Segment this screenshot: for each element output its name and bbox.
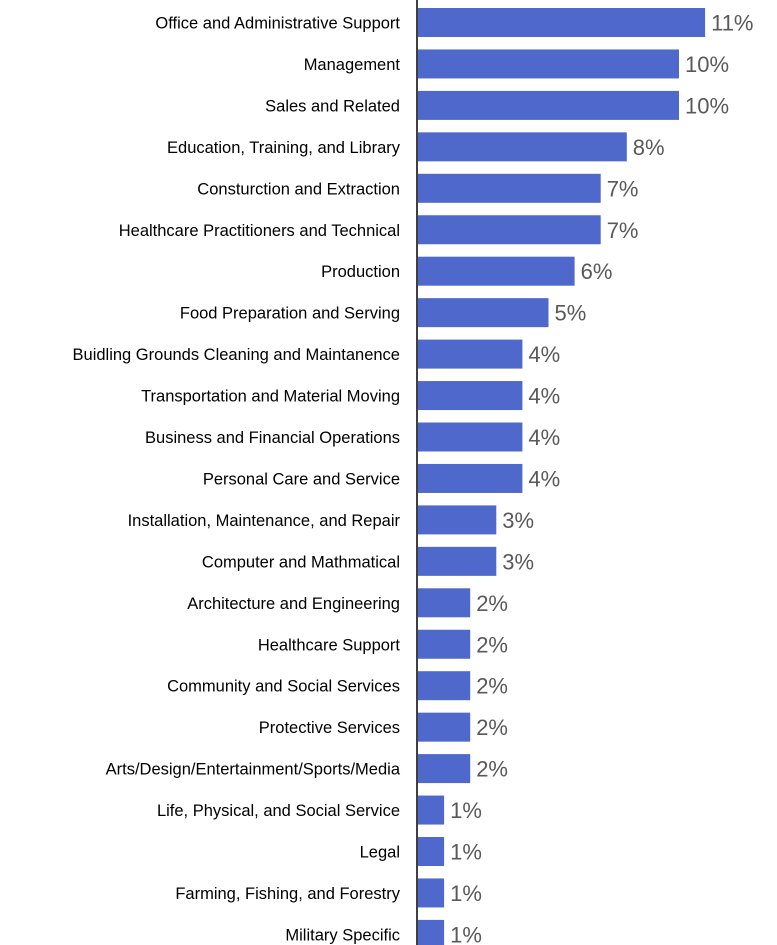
category-label: Management	[304, 56, 401, 74]
value-label: 8%	[633, 135, 665, 160]
value-label: 4%	[528, 342, 560, 367]
category-label: Architecture and Engineering	[187, 595, 400, 613]
value-label: 1%	[450, 798, 482, 823]
category-label: Legal	[360, 844, 400, 862]
bar	[418, 215, 601, 245]
value-label: 7%	[607, 218, 639, 243]
category-label: Food Preparation and Serving	[180, 305, 400, 323]
category-label: Production	[321, 263, 400, 281]
category-labels: Office and Administrative Support Managem…	[73, 15, 401, 945]
value-label: 4%	[528, 425, 560, 450]
category-label: Education, Training, and Library	[167, 139, 401, 157]
value-label: 1%	[450, 922, 482, 945]
value-label: 10%	[685, 93, 729, 118]
category-label: Personal Care and Service	[203, 470, 400, 488]
bar	[418, 49, 679, 79]
bar	[418, 629, 471, 659]
bar	[418, 132, 627, 162]
value-label: 4%	[528, 466, 560, 491]
value-label: 1%	[450, 840, 482, 865]
value-label: 1%	[450, 881, 482, 906]
value-label: 2%	[476, 757, 508, 782]
bar	[418, 256, 575, 286]
value-label: 11%	[711, 11, 753, 36]
category-label: Farming, Fishing, and Forestry	[175, 885, 400, 903]
value-label: 2%	[476, 632, 508, 657]
value-label: 10%	[685, 52, 729, 77]
bar	[418, 422, 523, 452]
category-label: Life, Physical, and Social Service	[157, 802, 400, 820]
category-label: Transportation and Material Moving	[141, 388, 400, 406]
category-label: Installation, Maintenance, and Repair	[128, 512, 401, 530]
bar	[418, 505, 497, 535]
value-label: 2%	[476, 674, 508, 699]
value-label: 5%	[555, 301, 587, 326]
category-label: Computer and Mathmatical	[202, 553, 400, 571]
category-label: Sales and Related	[265, 97, 400, 115]
category-label: Protective Services	[259, 719, 400, 737]
value-label: 6%	[581, 259, 613, 284]
category-label: Consturction and Extraction	[197, 180, 400, 198]
bar	[418, 90, 679, 120]
value-label: 2%	[476, 591, 508, 616]
bar	[418, 878, 445, 908]
value-label: 3%	[502, 549, 534, 574]
bar	[418, 671, 471, 701]
value-label: 4%	[528, 384, 560, 409]
bar	[418, 837, 445, 866]
bar	[418, 298, 549, 328]
category-label: Community and Social Services	[167, 678, 400, 696]
bar	[418, 8, 706, 37]
category-label: Military Specific	[285, 926, 400, 944]
bar	[418, 754, 471, 784]
value-label: 3%	[502, 508, 534, 533]
bar	[418, 712, 471, 742]
bar	[418, 381, 523, 411]
category-label: Business and Financial Operations	[145, 429, 400, 447]
category-label: Healthcare Support	[258, 636, 401, 654]
bar	[418, 463, 523, 493]
value-label: 7%	[607, 176, 639, 201]
bar	[418, 339, 523, 369]
value-labels: 11% 10% 10% 8% 7% 7% 6% 5% 4% 4% 4% 4% 3% 3% 2% 2% 2% 2% 2…	[450, 11, 753, 945]
bars	[418, 8, 706, 945]
bar	[418, 588, 471, 618]
value-label: 2%	[476, 715, 508, 740]
category-label: Arts/Design/Entertainment/Sports/Media	[106, 761, 401, 779]
bar	[418, 919, 445, 945]
category-label: Office and Administrative Support	[155, 15, 400, 33]
category-label: Healthcare Practitioners and Technical	[119, 222, 400, 240]
bar	[418, 173, 601, 203]
bar	[418, 795, 445, 825]
category-label: Buidling Grounds Cleaning and Maintanenc…	[73, 346, 400, 364]
bar	[418, 546, 497, 576]
